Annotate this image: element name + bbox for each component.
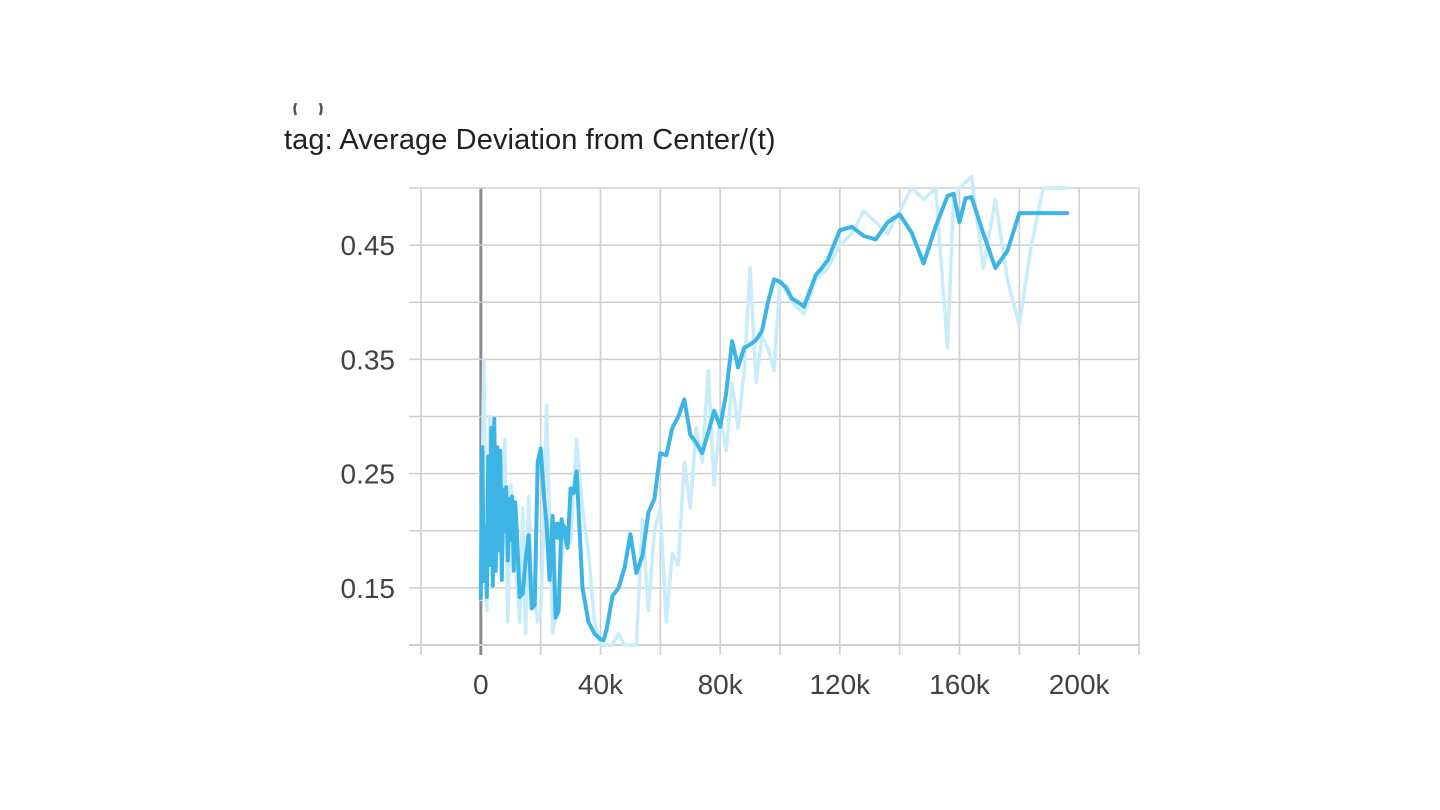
hover-marker-point (549, 521, 568, 540)
y-tick-label: 0.35 (341, 344, 396, 375)
smoothed-series (478, 191, 1070, 643)
marker-layer (549, 521, 568, 540)
clipped-text-fragment (293, 103, 323, 116)
x-tick-label: 120k (809, 669, 871, 700)
raw-series (479, 174, 1069, 647)
x-tick-label: 0 (473, 669, 489, 700)
y-tick-label: 0.25 (341, 459, 396, 490)
y-tick-label: 0.45 (341, 230, 396, 261)
x-tick-label: 200k (1049, 669, 1111, 700)
smoothed-series-line (478, 191, 1070, 643)
chart-title: tag: Average Deviation from Center/(t) (284, 124, 776, 156)
x-tick-label: 160k (929, 669, 991, 700)
tick-labels: 0 40k 80k 120k 160k 200k 0.15 0.25 0.35 0.45 (341, 230, 1111, 700)
x-tick-label: 80k (698, 669, 744, 700)
x-tick-label: 40k (578, 669, 624, 700)
raw-series-line (479, 174, 1069, 647)
y-tick-label: 0.15 (341, 573, 396, 604)
